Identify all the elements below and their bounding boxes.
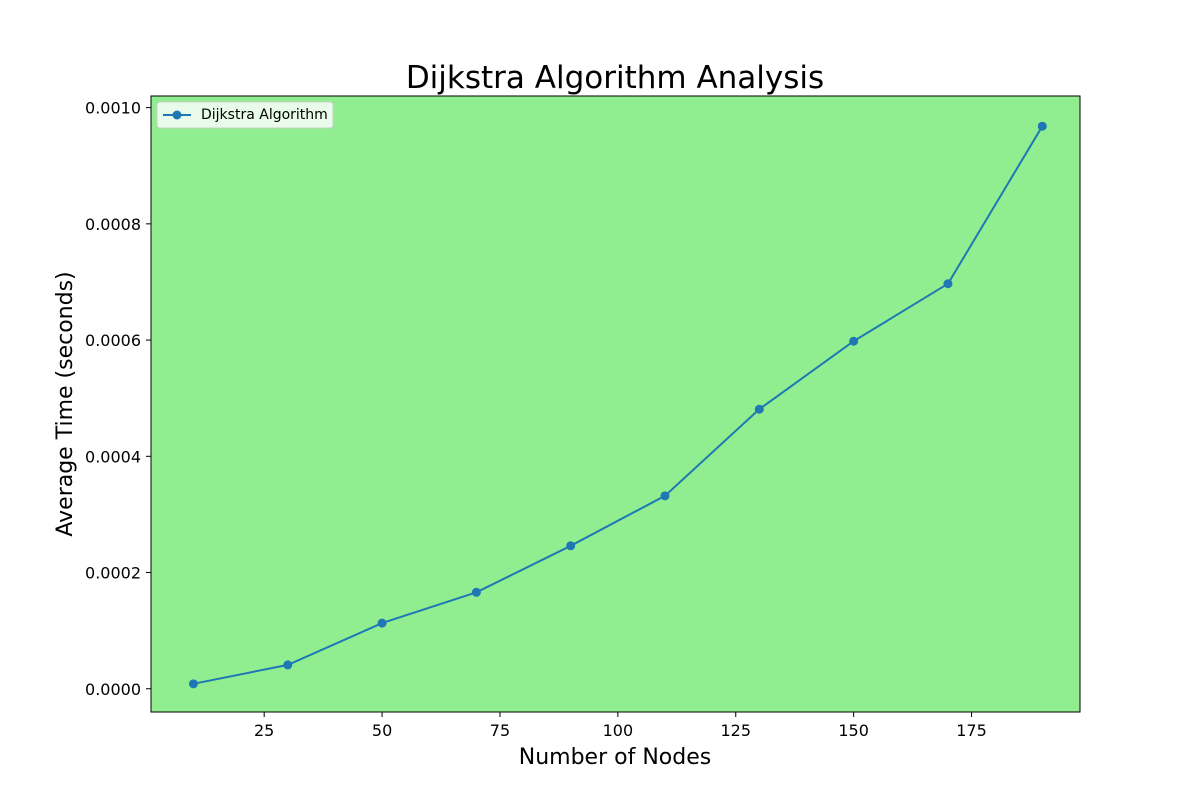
y-tick-label: 0.0002 [85, 564, 141, 583]
y-axis: 0.0000 0.0002 0.0004 0.0006 0.0008 0.0010 [85, 99, 151, 699]
data-point [1037, 121, 1047, 131]
x-tick-label: 175 [956, 721, 987, 740]
y-tick-label: 0.0004 [85, 447, 141, 466]
data-point [849, 336, 859, 346]
x-tick-label: 125 [720, 721, 751, 740]
data-point [660, 491, 670, 501]
data-point [566, 541, 576, 551]
y-tick-label: 0.0006 [85, 331, 141, 350]
y-axis-label: Average Time (seconds) [53, 271, 78, 536]
y-tick-label: 0.0000 [85, 680, 141, 699]
legend-label: Dijkstra Algorithm [201, 107, 328, 123]
x-axis-label: Number of Nodes [519, 745, 711, 770]
plot-area [151, 96, 1080, 712]
data-point [943, 279, 953, 289]
legend: Dijkstra Algorithm [156, 101, 334, 129]
x-tick-label: 150 [838, 721, 869, 740]
series-line [193, 125, 1044, 685]
data-point [188, 679, 198, 689]
x-tick-label: 50 [372, 721, 392, 740]
plot-frame [150, 95, 1081, 713]
x-tick-label: 25 [254, 721, 274, 740]
y-tick-label: 0.0010 [85, 99, 141, 118]
data-point [754, 404, 764, 414]
data-point [471, 587, 481, 597]
x-tick-label: 100 [603, 721, 634, 740]
series-layer [188, 121, 1047, 689]
legend-marker-swatch [172, 110, 182, 120]
x-tick-label: 75 [490, 721, 510, 740]
data-point [283, 660, 293, 670]
y-tick-label: 0.0008 [85, 215, 141, 234]
chart-title: Dijkstra Algorithm Analysis [406, 60, 824, 96]
legend-box [156, 101, 334, 129]
data-point [377, 618, 387, 628]
x-axis: 25 50 75 100 125 150 175 [254, 712, 987, 740]
